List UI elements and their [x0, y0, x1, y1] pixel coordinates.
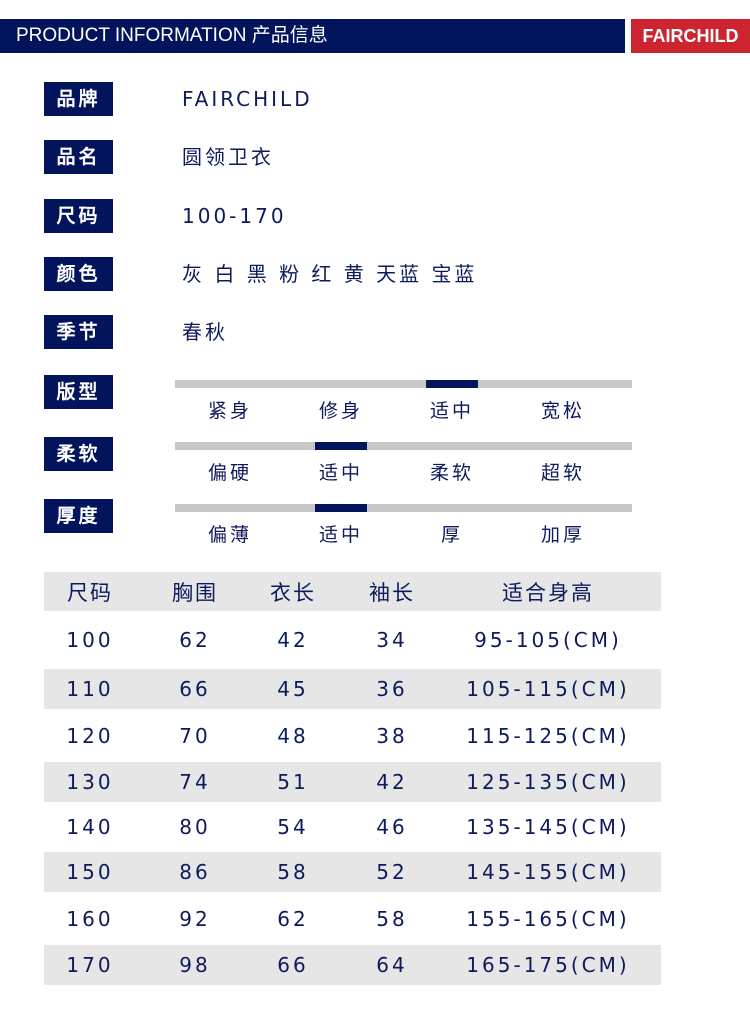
info-value: 灰 白 黑 粉 红 黄 天蓝 宝蓝: [182, 262, 478, 286]
scale-option: 紧身: [207, 400, 252, 422]
table-cell: 115-125(CM): [466, 723, 630, 748]
table-cell: 适合身高: [502, 580, 594, 605]
table-cell: 135-145(CM): [466, 815, 630, 839]
table-header: 尺码 胸围 衣长 袖长 适合身高: [44, 572, 661, 611]
table-cell: 70: [179, 723, 211, 748]
header-bar: PRODUCT INFORMATION 产品信息: [0, 19, 625, 53]
scale-option: 厚: [440, 524, 463, 546]
table-cell: 100: [66, 628, 114, 652]
table-cell: 62: [179, 628, 211, 652]
scale-option: 加厚: [540, 524, 585, 546]
table-cell: 150: [66, 860, 114, 884]
scale-indicator: [315, 504, 367, 512]
table-cell: 170: [66, 953, 114, 977]
info-value: 100-170: [182, 204, 287, 228]
table-cell: 155-165(CM): [466, 906, 630, 931]
table-row: 140 80 54 46 135-145(CM): [44, 802, 661, 852]
table-cell: 160: [66, 906, 114, 931]
info-label: 季节: [44, 315, 113, 349]
info-value: FAIRCHILD: [182, 87, 313, 111]
table-cell: 95-105(CM): [474, 628, 622, 652]
table-cell: 64: [376, 953, 408, 977]
table-cell: 110: [66, 677, 114, 701]
table-cell: 胸围: [172, 580, 218, 605]
table-cell: 58: [277, 860, 309, 884]
table-cell: 48: [277, 723, 309, 748]
table-cell: 86: [179, 860, 211, 884]
table-cell: 130: [66, 770, 114, 794]
info-label: 尺码: [44, 199, 113, 233]
table-cell: 140: [66, 815, 114, 839]
table-row: 110 66 45 36 105-115(CM): [44, 669, 661, 709]
scale-option: 偏薄: [207, 524, 252, 546]
table-cell: 51: [277, 770, 309, 794]
scale-indicator: [315, 442, 367, 450]
table-row: 100 62 42 34 95-105(CM): [44, 611, 661, 669]
scale-bar: [175, 504, 632, 512]
scale-option: 超软: [540, 462, 585, 484]
scale-label: 版型: [44, 375, 113, 409]
table-row: 160 92 62 58 155-165(CM): [44, 892, 661, 945]
info-label: 颜色: [44, 257, 113, 291]
table-cell: 92: [179, 906, 211, 931]
info-label: 品名: [44, 140, 113, 174]
scale-indicator: [426, 380, 478, 388]
brand-badge: FAIRCHILD: [631, 19, 750, 53]
table-cell: 98: [179, 953, 211, 977]
table-cell: 46: [376, 815, 408, 839]
scale-bar: [175, 442, 632, 450]
scale-bar: [175, 380, 632, 388]
info-label: 品牌: [44, 82, 113, 116]
table-cell: 165-175(CM): [466, 953, 630, 977]
table-cell: 105-115(CM): [466, 677, 630, 701]
scale-label: 柔软: [44, 437, 113, 471]
table-cell: 120: [66, 723, 114, 748]
table-cell: 袖长: [369, 580, 415, 605]
table-cell: 74: [179, 770, 211, 794]
scale-option: 宽松: [540, 400, 585, 422]
scale-option: 偏硬: [207, 462, 252, 484]
table-cell: 62: [277, 906, 309, 931]
table-row: 150 86 58 52 145-155(CM): [44, 852, 661, 892]
table-cell: 145-155(CM): [466, 860, 630, 884]
table-cell: 尺码: [67, 580, 113, 605]
scale-option: 修身: [318, 400, 363, 422]
scale-option: 适中: [429, 400, 474, 422]
scale-label: 厚度: [44, 499, 113, 533]
table-row: 130 74 51 42 125-135(CM): [44, 762, 661, 802]
table-cell: 66: [179, 677, 211, 701]
table-cell: 125-135(CM): [466, 770, 630, 794]
table-cell: 衣长: [270, 580, 316, 605]
info-value: 春秋: [182, 320, 228, 344]
table-cell: 38: [376, 723, 408, 748]
scale-option: 适中: [318, 524, 363, 546]
table-cell: 58: [376, 906, 408, 931]
table-row: 120 70 48 38 115-125(CM): [44, 709, 661, 762]
table-cell: 45: [277, 677, 309, 701]
table-cell: 36: [376, 677, 408, 701]
info-value: 圆领卫衣: [182, 145, 274, 169]
table-cell: 66: [277, 953, 309, 977]
scale-option: 柔软: [429, 462, 474, 484]
table-row: 170 98 66 64 165-175(CM): [44, 945, 661, 985]
table-cell: 80: [179, 815, 211, 839]
table-cell: 52: [376, 860, 408, 884]
table-cell: 54: [277, 815, 309, 839]
scale-option: 适中: [318, 462, 363, 484]
table-cell: 34: [376, 628, 408, 652]
table-cell: 42: [277, 628, 309, 652]
table-cell: 42: [376, 770, 408, 794]
